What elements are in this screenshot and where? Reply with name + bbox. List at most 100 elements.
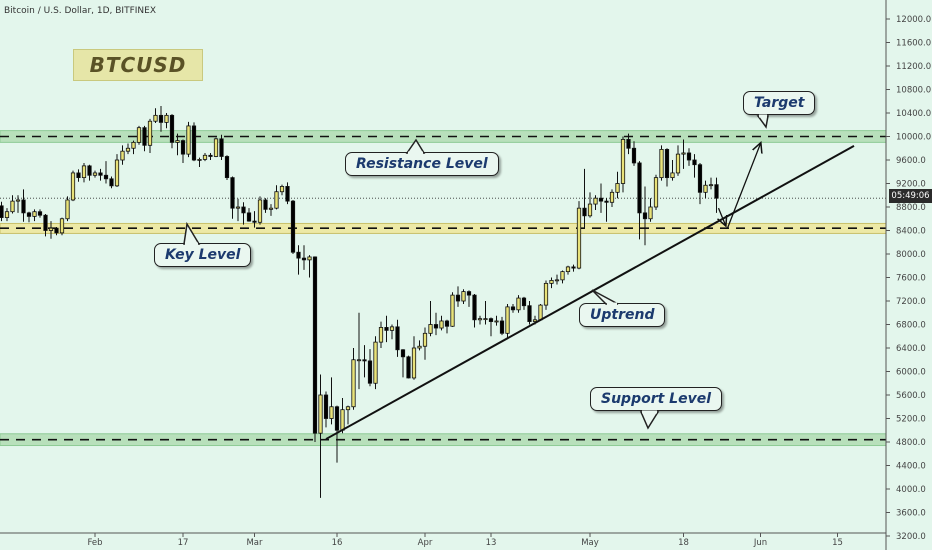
candle-body [499, 320, 505, 334]
y-tick-label: 5600.0 [896, 391, 926, 401]
candle-body [681, 152, 686, 155]
y-tick-label: 9200.0 [896, 180, 926, 190]
candle-body [450, 294, 455, 327]
candle-body [164, 114, 169, 123]
candle-body [477, 318, 483, 321]
y-tick-label: 12000.0 [896, 15, 931, 25]
y-tick-label: 7600.0 [896, 274, 926, 284]
candle-body [32, 211, 37, 217]
y-tick-label: 11200.0 [896, 62, 931, 72]
candle-body [637, 162, 642, 214]
candle-body [576, 207, 582, 269]
candle-body [389, 326, 395, 331]
x-tick-label: May [581, 538, 599, 548]
candle-body [296, 251, 301, 259]
candle-body [21, 199, 26, 214]
candle-body [560, 271, 565, 281]
candle-body [268, 207, 274, 210]
y-tick-label: 8800.0 [896, 203, 926, 213]
candle-body [378, 327, 384, 343]
candle-body [208, 154, 213, 157]
candle-body [708, 184, 714, 187]
price-zones [0, 130, 887, 447]
y-tick-label: 3200.0 [896, 532, 926, 542]
candle-body [312, 256, 318, 434]
x-tick-label: 18 [678, 538, 689, 548]
candle-body [521, 297, 527, 307]
candle-body [697, 164, 703, 193]
candle-body [219, 138, 224, 157]
candle-body [356, 359, 362, 362]
candle-body [70, 172, 76, 201]
candle-body [323, 394, 329, 419]
candle-body [466, 291, 472, 296]
candle-body [488, 318, 494, 322]
candle-body [428, 324, 433, 334]
candle-body [252, 220, 257, 223]
x-tick-label: Feb [87, 538, 102, 548]
candle-body [411, 347, 417, 379]
candle-body [345, 406, 351, 411]
candle-body [664, 149, 670, 179]
y-tick-label: 6400.0 [896, 344, 926, 354]
target-arrow [726, 144, 761, 229]
symbol-logo: BTCUSD [73, 49, 203, 81]
candle-body [455, 294, 461, 302]
y-tick-label: 7200.0 [896, 297, 926, 307]
candle-body [153, 114, 158, 122]
candle-body [10, 200, 15, 213]
candle-body [472, 294, 477, 321]
candle-body [461, 291, 466, 302]
y-tick-label: 9600.0 [896, 156, 926, 166]
support-level-callout: Support Level [590, 387, 723, 411]
x-tick-label: 17 [178, 538, 189, 548]
candle-body [235, 206, 241, 209]
candles [0, 105, 719, 498]
candle-body [142, 127, 147, 146]
y-tick-label: 6000.0 [896, 368, 926, 378]
candle-body [175, 140, 180, 143]
candle-body [648, 206, 653, 220]
candle-body [246, 212, 252, 222]
candle-body [444, 320, 450, 327]
candle-body [417, 345, 422, 349]
candle-body [598, 197, 604, 202]
key-level-callout: Key Level [154, 243, 252, 267]
candle-body [659, 149, 664, 179]
candle-body [147, 120, 153, 146]
candle-body [87, 165, 92, 176]
candle-body [202, 154, 208, 160]
x-tick-label: 16 [332, 538, 343, 548]
candle-body [131, 141, 136, 149]
candle-body [582, 207, 587, 217]
candle-body [367, 360, 373, 384]
candle-body [213, 138, 219, 157]
candle-body [26, 212, 32, 217]
candle-body [692, 159, 697, 166]
candle-body [593, 197, 598, 205]
y-tick-label: 4400.0 [896, 462, 926, 472]
candle-body [670, 172, 675, 179]
y-tick-label: 10800.0 [896, 86, 931, 96]
y-tick-label: 8400.0 [896, 227, 926, 237]
x-tick-label: 13 [486, 538, 497, 548]
candle-body [483, 318, 488, 321]
candle-body [439, 320, 444, 329]
candle-body [98, 172, 103, 176]
candle-body [285, 186, 290, 202]
y-tick-labels: 12000.0 11600.0 11200.0 10800.0 10400.0 10000… [886, 15, 931, 542]
y-tick-label: 8000.0 [896, 250, 926, 260]
level-lines [0, 135, 886, 441]
candle-body [274, 191, 279, 209]
candle-body [329, 406, 334, 419]
candle-body [433, 324, 439, 329]
candle-body [136, 127, 142, 143]
candle-body [642, 212, 648, 220]
current-price-tag: 05:49:06 [889, 189, 932, 203]
candle-body [373, 341, 378, 384]
candle-body [257, 199, 263, 223]
candle-body [620, 139, 626, 184]
candle-body [527, 305, 532, 322]
candle-body [103, 174, 109, 180]
